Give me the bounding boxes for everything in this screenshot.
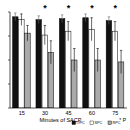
annotation: *	[67, 3, 71, 13]
bar	[112, 31, 117, 108]
legend-swatch	[90, 121, 94, 125]
error-bar	[67, 22, 69, 41]
error-bar	[38, 16, 40, 24]
legend-swatch	[108, 121, 112, 125]
bar	[83, 18, 88, 108]
error-bar	[96, 48, 98, 71]
annotation: *	[90, 3, 94, 13]
error-bar	[44, 25, 46, 44]
bars	[13, 13, 124, 108]
error-bar	[114, 22, 116, 41]
chart: 1530456075Minutes of SACP***** POPCSPCRP…	[0, 0, 130, 130]
error-bar	[50, 41, 52, 64]
bar	[13, 17, 18, 108]
x-tick-label: 30	[42, 110, 48, 116]
x-tick-label: 15	[19, 110, 25, 116]
legend-label: OPC	[77, 121, 85, 125]
bar	[42, 35, 47, 108]
bar	[65, 31, 70, 108]
annotation: *	[114, 3, 118, 13]
error-bar	[73, 48, 75, 71]
error-bar	[26, 25, 28, 40]
bar	[36, 20, 41, 108]
error-bar	[20, 14, 22, 26]
bar	[59, 19, 64, 108]
legend-swatch	[72, 121, 76, 125]
legend-label: SPC	[95, 121, 103, 125]
error-bar	[14, 13, 16, 21]
annotation: *	[43, 3, 47, 13]
y-axis	[10, 12, 11, 108]
error-bar	[84, 14, 86, 22]
bar	[25, 33, 30, 108]
bar	[106, 21, 111, 108]
error-bar	[90, 18, 92, 41]
error-bar	[61, 15, 63, 23]
error-bar	[120, 50, 122, 73]
bar	[19, 20, 24, 108]
x-axis	[10, 108, 127, 109]
x-tick-label: 45	[65, 110, 71, 116]
error-bar	[108, 17, 110, 25]
legend-label: RPC	[113, 121, 121, 125]
x-tick-label: 60	[89, 110, 95, 116]
x-tick-label: 75	[112, 110, 118, 116]
bar	[89, 29, 94, 108]
